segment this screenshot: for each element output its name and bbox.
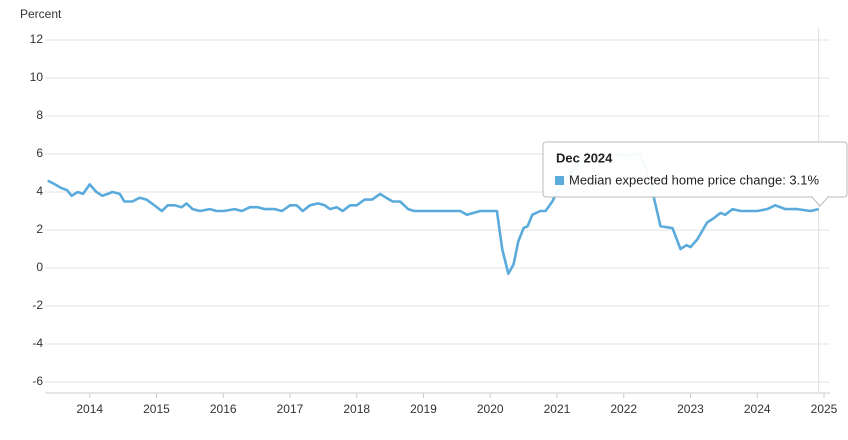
x-tick-label: 2015 <box>143 402 170 416</box>
data-line <box>47 152 819 275</box>
x-tick-label: 2017 <box>277 402 304 416</box>
y-tick-label: -2 <box>32 298 43 312</box>
y-tick-label: 2 <box>36 222 43 236</box>
tooltip-label: Median expected home price change: 3.1% <box>569 172 819 187</box>
tooltip-box <box>542 141 848 198</box>
y-tick-label: -4 <box>32 336 43 350</box>
y-axis-label: Percent <box>20 7 62 21</box>
y-tick-label: 12 <box>30 32 44 46</box>
x-tick-label: 2024 <box>744 402 771 416</box>
tooltip-pointer <box>811 196 829 207</box>
x-tick-label: 2018 <box>343 402 370 416</box>
x-tick-label: 2020 <box>477 402 504 416</box>
tooltip-title: Dec 2024 <box>556 150 613 165</box>
x-tick-label: 2016 <box>210 402 237 416</box>
tooltip: Dec 2024 Median expected home price chan… <box>542 141 848 207</box>
y-tick-label: 6 <box>36 146 43 160</box>
x-tick-label: 2025 <box>811 402 838 416</box>
x-tick-label: 2023 <box>677 402 704 416</box>
x-tick-label: 2014 <box>76 402 103 416</box>
y-tick-label: 8 <box>36 108 43 122</box>
y-tick-label: 4 <box>36 184 43 198</box>
x-tick-label: 2021 <box>544 402 571 416</box>
tooltip-swatch <box>555 176 564 185</box>
y-tick-label: -6 <box>32 374 43 388</box>
y-tick-label: 0 <box>36 260 43 274</box>
y-tick-label: 10 <box>30 70 44 84</box>
x-tick-label: 2019 <box>410 402 437 416</box>
x-tick-label: 2022 <box>610 402 637 416</box>
